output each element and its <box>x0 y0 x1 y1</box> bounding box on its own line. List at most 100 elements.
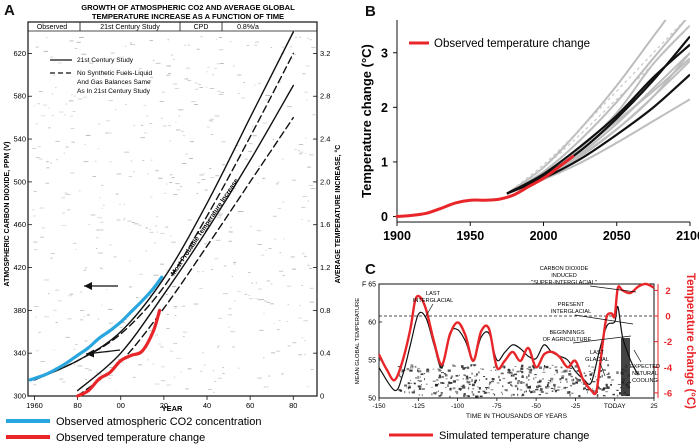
scan-speck <box>563 386 566 390</box>
scan-speck <box>607 376 611 379</box>
scan-speck <box>152 363 155 365</box>
scan-speck <box>255 282 258 284</box>
scan-speck <box>507 368 510 371</box>
scan-speck <box>254 84 256 86</box>
scan-speck <box>432 380 436 382</box>
scan-speck <box>512 368 514 372</box>
legend-no-synfuels-3: As In 21st Century Study <box>77 88 151 95</box>
scan-speck <box>228 231 233 233</box>
x-tick-label: 80 <box>289 401 297 410</box>
scan-speck <box>575 381 578 384</box>
scan-speck <box>45 182 50 184</box>
scan-speck <box>431 387 433 388</box>
scan-speck <box>526 368 529 370</box>
scan-speck <box>76 89 80 91</box>
scan-speck <box>181 305 186 307</box>
scan-speck <box>519 389 523 391</box>
scan-speck <box>154 242 156 244</box>
scan-speck <box>35 46 39 48</box>
scan-speck <box>512 393 515 396</box>
scan-speck <box>468 386 470 390</box>
scan-speck <box>196 48 200 50</box>
scan-speck <box>201 179 206 180</box>
scan-speck <box>425 383 428 385</box>
scan-speck <box>602 395 606 397</box>
scan-speck <box>592 381 596 383</box>
scan-speck <box>206 221 211 223</box>
scan-speck <box>568 373 572 376</box>
scan-speck <box>108 308 113 310</box>
scan-speck <box>441 372 444 374</box>
scan-speck <box>72 111 76 112</box>
series-21st-century-study <box>33 31 294 381</box>
scan-speck <box>69 40 74 42</box>
scan-speck <box>99 373 102 375</box>
scan-speck <box>569 393 571 397</box>
scan-speck <box>272 215 277 217</box>
scan-speck <box>180 186 182 187</box>
scan-speck <box>166 226 169 228</box>
scan-speck <box>230 41 232 43</box>
scan-speck <box>209 167 212 169</box>
scan-speck <box>294 36 298 38</box>
scan-speck <box>165 294 168 295</box>
scan-speck <box>46 167 50 169</box>
scan-speck <box>556 371 559 374</box>
scan-speck <box>114 80 116 81</box>
scan-speck <box>44 316 50 318</box>
scan-speck <box>65 194 71 195</box>
scan-speck <box>400 372 403 374</box>
scan-speck <box>180 130 184 132</box>
scan-speck <box>67 318 72 320</box>
projection-gray <box>506 20 687 195</box>
scan-speck <box>542 371 546 373</box>
scan-speck <box>116 219 121 221</box>
scan-speck <box>308 185 313 186</box>
scan-speck <box>178 115 180 117</box>
scan-speck <box>163 192 167 194</box>
scan-speck <box>466 366 470 369</box>
x-tick-label: 2000 <box>530 229 558 243</box>
scan-speck <box>236 145 240 147</box>
scan-speck <box>235 149 237 151</box>
scan-speck <box>523 391 525 393</box>
series-observed-co2 <box>28 275 164 382</box>
period-rate: 0.8%/a <box>237 24 259 31</box>
scan-speck <box>286 321 288 322</box>
scan-speck <box>271 352 276 354</box>
scan-speck <box>95 372 99 374</box>
y-tick-label: 2 <box>381 101 388 115</box>
annotation-co2-2: INDUCED <box>551 273 576 279</box>
scan-speck <box>147 173 149 175</box>
scan-speck <box>553 384 555 387</box>
scan-speck <box>584 375 587 377</box>
scan-speck <box>408 386 411 389</box>
scan-speck <box>449 382 453 384</box>
scan-speck <box>223 265 227 267</box>
scan-speck <box>129 42 132 44</box>
scan-speck <box>237 211 240 213</box>
scan-speck <box>161 366 165 368</box>
scan-speck <box>215 239 221 241</box>
scan-speck <box>535 388 539 391</box>
scan-speck <box>212 370 215 372</box>
legend-21st-century: 21st Century Study <box>77 57 134 64</box>
scan-speck <box>610 384 612 386</box>
scan-speck <box>58 378 64 380</box>
scan-speck <box>32 148 36 149</box>
scan-speck <box>37 146 41 148</box>
scan-speck <box>130 160 133 162</box>
scan-speck <box>397 366 400 367</box>
annotation-last-glacial-2: GLACIAL <box>585 357 609 363</box>
scan-speck <box>200 370 202 372</box>
scan-speck <box>407 382 410 384</box>
scan-speck <box>109 244 112 246</box>
scan-speck <box>65 336 70 338</box>
y-tick-label: 55 <box>368 358 376 365</box>
scan-speck <box>475 395 479 399</box>
scan-speck <box>535 376 537 378</box>
scan-speck <box>565 378 568 381</box>
scan-speck <box>584 374 587 376</box>
scan-speck <box>456 392 459 395</box>
scan-speck <box>287 304 290 306</box>
